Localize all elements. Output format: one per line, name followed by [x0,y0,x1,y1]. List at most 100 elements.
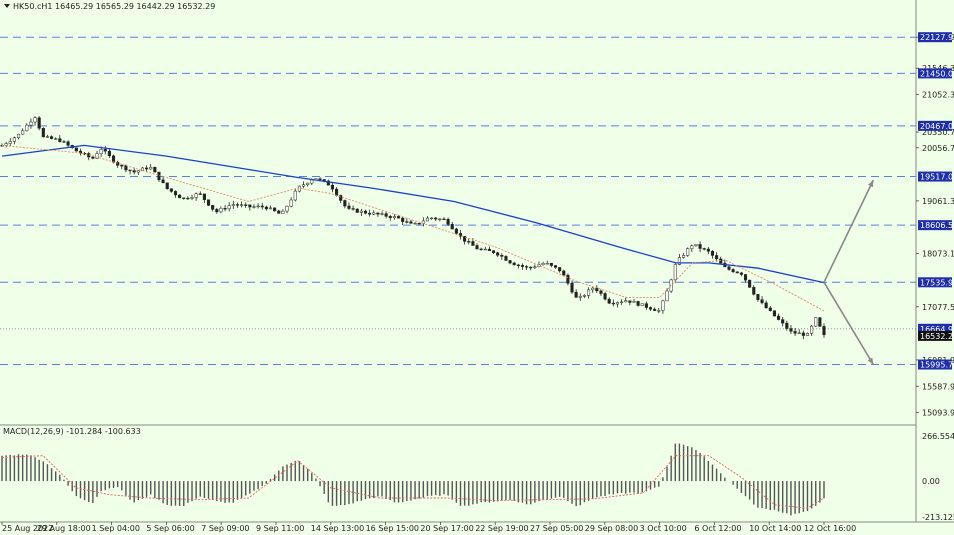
candle [785,322,789,329]
candle [545,263,549,265]
candle [607,298,611,304]
candle [8,141,12,144]
candle [599,290,603,294]
candle [789,328,793,332]
candle [822,326,826,336]
candle [570,283,574,293]
candle [219,208,223,213]
x-tick-label: 20 Sep 17:00 [420,524,473,533]
candle [384,213,388,217]
x-tick-label: 29 Sep 08:00 [585,524,638,533]
symbol-header: HK50.cH1 16465.29 16565.29 16442.29 1653… [13,2,215,11]
candle [690,245,694,249]
candle [107,150,111,157]
candle [223,208,227,210]
candle [355,208,359,213]
candle [74,147,78,152]
candles [0,116,826,340]
candle [58,138,62,142]
candle [677,257,681,265]
candle [458,233,463,237]
candle [764,302,768,309]
candle [628,300,632,303]
candle [805,333,810,336]
candle [430,217,434,220]
candle [301,184,306,187]
x-tick-label: 9 Sep 11:00 [256,524,304,533]
y-tick-label: 20056.70 [922,144,954,153]
candle [50,136,54,139]
candle [368,212,372,215]
triangle-down-icon[interactable] [4,4,10,8]
macd-y-tick-label: 266.554 [922,432,954,441]
candle [710,251,715,256]
candle [136,170,140,173]
candle [240,204,244,206]
price-pane[interactable] [0,36,916,366]
candle [603,293,607,300]
candle [277,210,281,214]
x-tick-label: 12 Oct 16:00 [804,524,856,533]
candle [140,167,144,171]
ma-slow-line [1,144,825,284]
candle [409,221,413,224]
candle [268,207,273,210]
candle [508,260,512,264]
y-tick-label: 19061.30 [922,197,954,206]
candle [12,137,16,142]
candle [202,193,206,201]
candle [178,194,182,199]
up-projection-arrow[interactable] [823,179,875,283]
candle [661,300,665,311]
candle [198,193,202,195]
candle [814,317,818,327]
candle [653,308,657,311]
candle [694,244,698,246]
candle [434,217,438,220]
candle [442,218,446,221]
y-tick-label: 15587.90 [922,382,954,391]
candle [211,205,215,210]
candle [632,301,636,303]
candle [549,263,553,266]
macd-header: MACD(12,26,9) -101.284 -100.633 [3,427,141,436]
candle [673,264,677,281]
candle [227,205,231,210]
candle [553,265,558,268]
arrowhead-icon [867,357,874,365]
candle [752,287,756,295]
level-label-bg [918,32,952,43]
candle [595,287,599,292]
candle [640,303,644,306]
down-projection-arrow[interactable] [823,281,875,365]
candle [582,295,586,297]
x-tick-label: 25 Aug 2022 [2,524,53,533]
candle [111,155,116,163]
candle [273,207,277,212]
candle [698,244,702,249]
candle [132,170,136,173]
candle [727,266,731,270]
candle [702,248,706,250]
candle [343,200,347,207]
candle [818,317,822,327]
candle [756,294,760,300]
level-label: 19517.00 [920,173,954,182]
candle [463,235,467,242]
level-label: 22127.93 [920,33,954,42]
candle [206,199,211,206]
candle [471,241,475,246]
candle [438,218,442,221]
candle [256,205,260,208]
candle [359,210,363,213]
candle [496,252,500,256]
candle [739,272,743,275]
macd-pane[interactable] [1,443,825,516]
candle [578,296,582,298]
candle [45,136,49,138]
candle [306,182,310,186]
candle [363,210,368,214]
level-label: 21450.00 [920,69,954,78]
level-label-bg [918,220,952,231]
